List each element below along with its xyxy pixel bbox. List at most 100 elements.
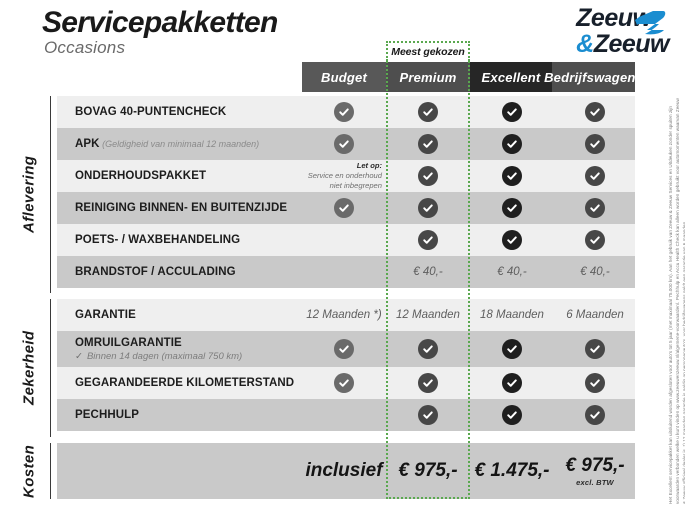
feature-label: POETS- / WAXBEHANDELING (75, 224, 240, 256)
price-cell: € 1.475,- (470, 443, 554, 499)
feature-row: ONDERHOUDSPAKKET Let op: Service en onder… (57, 160, 635, 192)
value-cell: 12 Maanden (396, 309, 460, 321)
check-icon (502, 166, 522, 186)
check-icon (502, 102, 522, 122)
feature-label-text: APK (Geldigheid van minimaal 12 maanden) (75, 138, 260, 150)
price-value: € 975,- (398, 460, 458, 481)
brand-logo: Zeeuw &Zeeuw (576, 5, 670, 58)
check-icon-cell (470, 367, 554, 399)
check-icon-cell (470, 192, 554, 224)
price-cell: inclusief (302, 443, 386, 499)
check-icon (334, 102, 354, 122)
feature-label-text: GARANTIE (75, 309, 136, 321)
check-icon (502, 339, 522, 359)
price-value: € 1.475,- (474, 460, 550, 481)
z-swoosh-icon (635, 11, 666, 35)
check-icon-cell (386, 192, 470, 224)
check-icon-cell (302, 128, 386, 160)
column-header-bedrijfswagens[interactable]: Bedrijfswagens (544, 62, 643, 92)
check-icon (502, 405, 522, 425)
section-divider-line (50, 443, 51, 499)
column-header-budget[interactable]: Budget (302, 62, 386, 92)
check-icon (334, 198, 354, 218)
check-icon (585, 230, 605, 250)
feature-label: APK (Geldigheid van minimaal 12 maanden) (75, 128, 259, 160)
feature-label-text: POETS- / WAXBEHANDELING (75, 234, 241, 246)
section-label-text: Kosten (20, 444, 38, 498)
check-icon-cell (386, 399, 470, 431)
value-cell: 18 Maanden (480, 309, 544, 321)
feature-sublabel: ✓ Binnen 14 dagen (maximaal 750 km) (75, 350, 243, 362)
feature-row: BRANDSTOF / ACCULADING € 40,- € 40,- € 40,- (57, 256, 635, 288)
section-label-text: Aflevering (20, 155, 38, 234)
feature-label: ONDERHOUDSPAKKET (75, 160, 206, 192)
check-icon (502, 134, 522, 154)
check-icon (334, 373, 354, 393)
column-header-premium[interactable]: Premium (386, 62, 470, 92)
check-icon-cell (553, 128, 637, 160)
feature-row: GEGARANDEERDE KILOMETERSTAND (57, 367, 635, 399)
value-cell: 12 Maanden *) (306, 309, 382, 321)
check-icon-cell (302, 192, 386, 224)
check-icon-cell (386, 96, 470, 128)
feature-label-text: ONDERHOUDSPAKKET (75, 170, 207, 182)
empty-cell (302, 224, 386, 256)
check-icon (418, 373, 438, 393)
feature-label-text: OMRUILGARANTIE (75, 336, 182, 349)
feature-row: REINIGING BINNEN- EN BUITENZIJDE (57, 192, 635, 224)
most-chosen-badge: Meest gekozen (386, 41, 470, 61)
feature-label: GEGARANDEERDE KILOMETERSTAND (75, 367, 294, 399)
check-icon-cell (553, 399, 637, 431)
feature-label-text: REINIGING BINNEN- EN BUITENZIJDE (75, 202, 288, 214)
check-icon (334, 134, 354, 154)
feature-label: GARANTIE (75, 299, 136, 331)
note-cell: Let op: Service en onderhoud niet inbegr… (307, 161, 382, 190)
feature-label-text: BOVAG 40-PUNTENCHECK (75, 106, 227, 118)
price-value: € 975,- (565, 455, 625, 476)
check-icon-cell (386, 367, 470, 399)
check-icon (585, 339, 605, 359)
check-icon (418, 405, 438, 425)
check-icon-cell (386, 224, 470, 256)
logo-line-2: &Zeeuw (576, 29, 670, 58)
check-icon (418, 230, 438, 250)
check-icon-cell (470, 160, 554, 192)
feature-label: PECHHULP (75, 399, 139, 431)
check-icon-cell (302, 331, 386, 367)
check-icon-cell (553, 331, 637, 367)
column-header-excellent[interactable]: Excellent (470, 62, 552, 92)
check-icon-cell (470, 399, 554, 431)
check-icon (418, 134, 438, 154)
price-cell: € 975,- (386, 443, 470, 499)
check-icon-cell (553, 367, 637, 399)
check-icon-cell (386, 128, 470, 160)
page-subtitle: Occasions (44, 38, 126, 57)
value-cell: € 40,- (580, 266, 610, 278)
check-icon-cell (470, 331, 554, 367)
check-icon (502, 373, 522, 393)
column-header-row: Budget Premium Excellent Bedrijfswagens (302, 62, 643, 92)
feature-label: REINIGING BINNEN- EN BUITENZIJDE (75, 192, 287, 224)
value-cell: € 40,- (497, 266, 527, 278)
section-divider-line (50, 96, 51, 293)
check-icon-cell (386, 331, 470, 367)
check-icon (418, 166, 438, 186)
check-icon (585, 134, 605, 154)
small-check-icon: ✓ (75, 350, 83, 362)
feature-row: GARANTIE 12 Maanden *) 12 Maanden 18 Maande… (57, 299, 635, 331)
feature-row: PECHHULP (57, 399, 635, 431)
logo-line-2-text: Zeeuw (593, 29, 670, 58)
empty-cell (302, 256, 386, 288)
check-icon (585, 405, 605, 425)
section-divider-line (50, 299, 51, 437)
feature-inline-note: (Geldigheid van minimaal 12 maanden) (99, 139, 260, 149)
check-icon-cell (553, 160, 637, 192)
check-icon-cell (553, 192, 637, 224)
feature-label-text: GEGARANDEERDE KILOMETERSTAND (75, 377, 295, 389)
feature-row: BOVAG 40-PUNTENCHECK (57, 96, 635, 128)
check-icon-cell (553, 224, 637, 256)
price-note: excl. BTW (576, 478, 614, 487)
price-value: inclusief (305, 460, 383, 481)
feature-row: APK (Geldigheid van minimaal 12 maanden) (57, 128, 635, 160)
